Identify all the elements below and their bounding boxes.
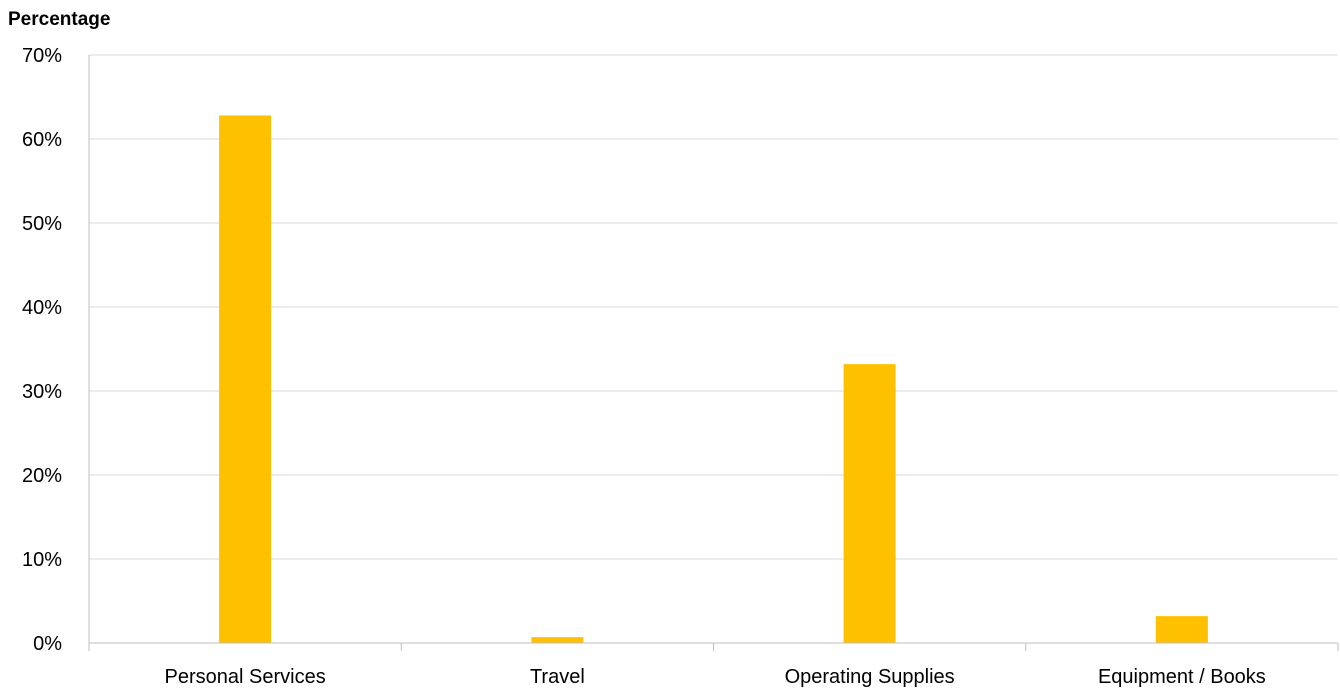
y-tick-label: 50% (22, 213, 62, 235)
y-tick-label: 20% (22, 465, 62, 487)
x-category-label: Equipment / Books (1098, 666, 1266, 688)
x-axis-ticks (88, 643, 1339, 651)
x-category-label: Travel (530, 666, 585, 688)
y-tick-label: 0% (33, 633, 62, 655)
x-category-label: Operating Supplies (785, 666, 955, 688)
y-tick-label: 70% (22, 45, 62, 67)
bars (219, 115, 1208, 644)
bar (1155, 616, 1208, 643)
bar (531, 637, 584, 643)
bar (219, 115, 272, 644)
y-axis-title: Percentage (8, 9, 110, 30)
bar (843, 364, 896, 643)
y-tick-label: 60% (22, 129, 62, 151)
y-tick-label: 10% (22, 549, 62, 571)
y-tick-label: 30% (22, 381, 62, 403)
x-axis-labels: Personal Services Travel Operating Supplie… (165, 666, 1266, 688)
x-category-label: Personal Services (165, 666, 326, 688)
y-axis-ticks: 0% 10% 20% 30% 40% 50% 60% 70% (22, 45, 62, 655)
y-tick-label: 40% (22, 297, 62, 319)
gridlines (88, 54, 1338, 643)
